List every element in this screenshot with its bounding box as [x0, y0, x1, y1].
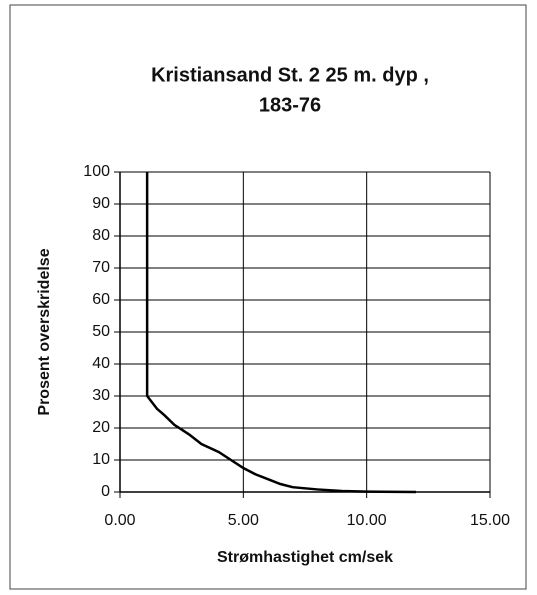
- y-tick-label: 0: [101, 483, 110, 500]
- chart-title: 183-76: [259, 94, 321, 116]
- chart-title: Kristiansand St. 2 25 m. dyp ,: [151, 64, 429, 86]
- x-tick-label: 5.00: [228, 512, 259, 529]
- y-tick-label: 60: [92, 291, 110, 308]
- y-tick-label: 20: [92, 419, 110, 436]
- x-tick-label: 0.00: [104, 512, 135, 529]
- y-tick-label: 30: [92, 387, 110, 404]
- y-tick-label: 40: [92, 355, 110, 372]
- x-axis-label: Strømhastighet cm/sek: [217, 549, 393, 566]
- y-tick-label: 10: [92, 451, 110, 468]
- y-tick-label: 80: [92, 227, 110, 244]
- data-line: [145, 172, 417, 494]
- y-tick-label: 90: [92, 195, 110, 212]
- y-tick-label: 70: [92, 259, 110, 276]
- y-axis-label: Prosent overskridelse: [36, 248, 53, 415]
- x-tick-label: 10.00: [347, 512, 387, 529]
- frame: [9, 4, 527, 590]
- y-tick-label: 50: [92, 323, 110, 340]
- x-tick-label: 15.00: [470, 512, 510, 529]
- y-tick-label: 100: [83, 163, 110, 180]
